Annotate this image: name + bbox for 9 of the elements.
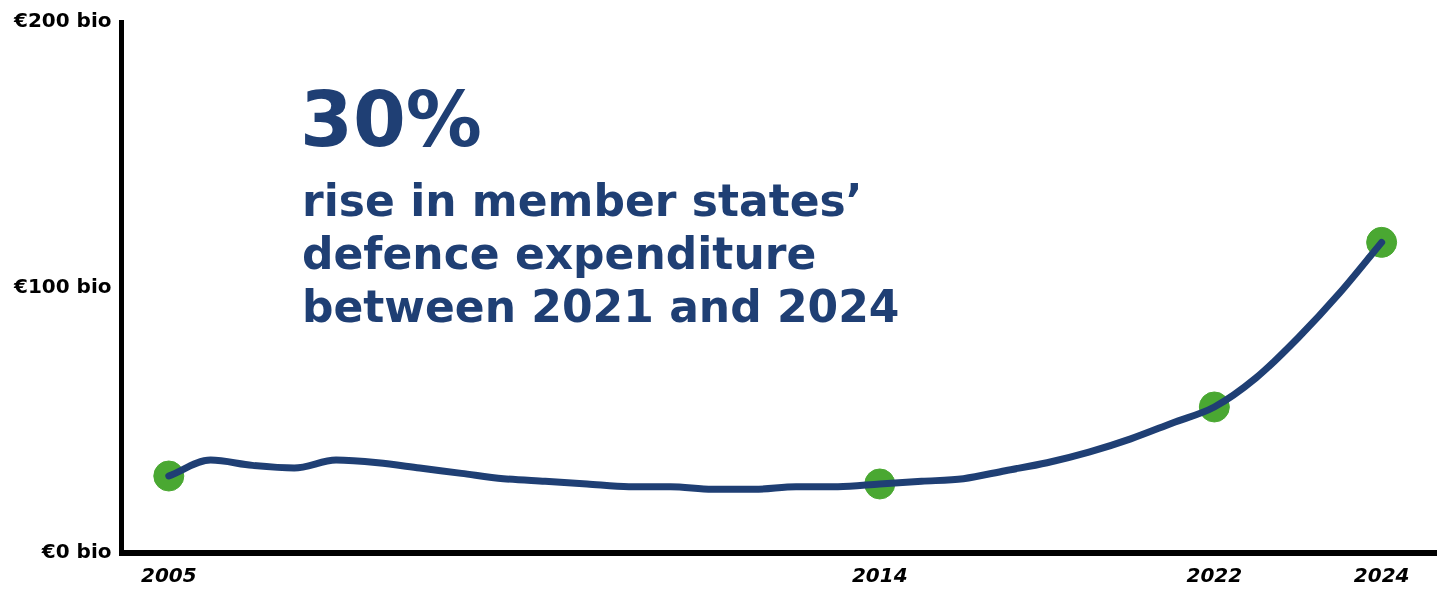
text: 30% bbox=[300, 75, 482, 164]
x-tick-label: 2022 bbox=[1186, 563, 1243, 588]
y-tick-label: €0 bio bbox=[40, 539, 112, 564]
x-tick-label: 2014 bbox=[851, 563, 908, 588]
x-tick-label: 2024 bbox=[1353, 563, 1410, 588]
text: rise in member states’ defence expenditure between 2021 and 2024 bbox=[302, 175, 901, 334]
y-tick-label: €200 bio bbox=[12, 8, 112, 33]
x-tick-label: 2005 bbox=[140, 563, 197, 588]
y-tick-label: €100 bio bbox=[12, 273, 112, 298]
